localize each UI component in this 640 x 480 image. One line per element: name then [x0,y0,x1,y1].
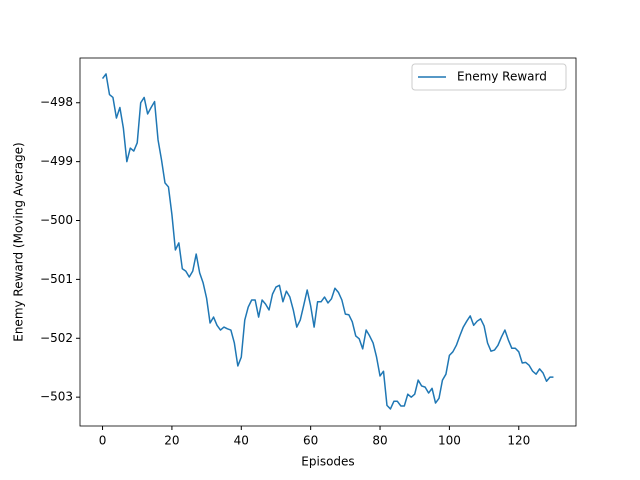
line-series [101,73,554,410]
x-tick-label: 120 [507,434,530,448]
x-tick-label: 80 [372,434,387,448]
y-tick-label: −498 [40,95,73,109]
legend-label: Enemy Reward [457,70,547,84]
y-axis-label: Enemy Reward (Moving Average) [12,142,26,342]
x-tick-label: 60 [303,434,318,448]
y-tick-label: −502 [40,331,73,345]
y-tick-label: −499 [40,154,73,168]
x-tick-label: 20 [164,434,179,448]
x-tick-label: 40 [234,434,249,448]
y-tick-label: −500 [40,213,73,227]
y-tick-label: −503 [40,390,73,404]
plot-frame [79,57,577,427]
y-tick-label: −501 [40,272,73,286]
x-tick-label: 100 [438,434,461,448]
legend-box [411,63,567,91]
x-tick-label: 0 [99,434,107,448]
x-axis-label: Episodes [301,455,354,469]
